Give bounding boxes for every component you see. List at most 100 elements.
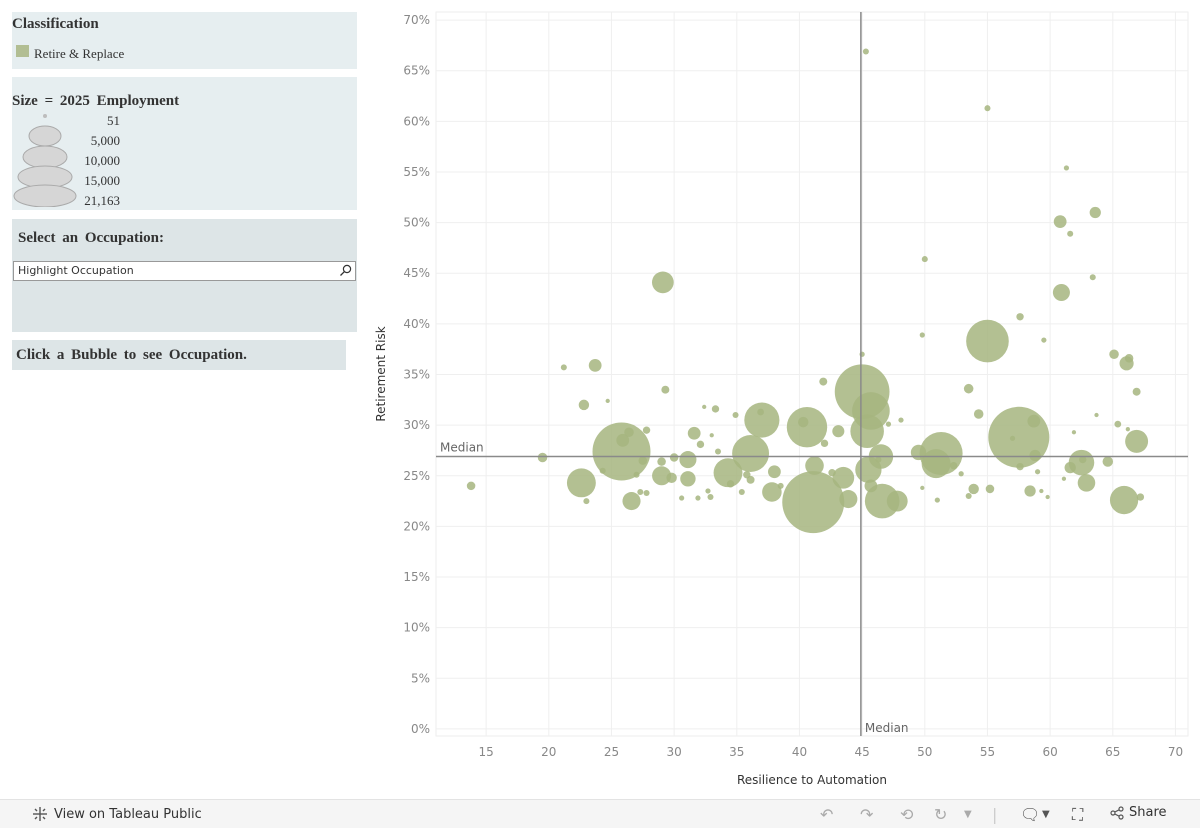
- data-bubble[interactable]: [1109, 349, 1119, 360]
- data-bubble[interactable]: [651, 271, 674, 294]
- data-bubble[interactable]: [1016, 313, 1024, 321]
- data-bubble[interactable]: [828, 469, 836, 477]
- data-bubble[interactable]: [984, 105, 991, 112]
- data-bubble[interactable]: [537, 452, 548, 463]
- undo-icon[interactable]: ↶: [820, 805, 834, 824]
- data-bubble[interactable]: [805, 456, 824, 475]
- data-bubble[interactable]: [885, 421, 892, 427]
- data-bubble[interactable]: [583, 498, 590, 505]
- data-bubble[interactable]: [578, 399, 590, 411]
- data-bubble[interactable]: [616, 433, 630, 447]
- data-bubble[interactable]: [657, 457, 666, 466]
- classification-label[interactable]: Retire & Replace: [34, 46, 125, 61]
- data-bubble[interactable]: [605, 398, 610, 403]
- data-bubble[interactable]: [1125, 427, 1130, 432]
- data-bubble[interactable]: [1077, 474, 1096, 492]
- data-bubble[interactable]: [832, 425, 845, 438]
- data-bubble[interactable]: [782, 471, 845, 534]
- occupation-search-placeholder[interactable]: Highlight Occupation: [18, 264, 134, 277]
- share-button[interactable]: Share: [1110, 805, 1167, 820]
- data-bubble[interactable]: [592, 422, 651, 481]
- data-bubble[interactable]: [820, 439, 829, 448]
- data-bubble[interactable]: [679, 495, 685, 501]
- data-bubble[interactable]: [958, 471, 964, 477]
- data-bubble[interactable]: [762, 482, 782, 502]
- data-bubble[interactable]: [910, 444, 927, 461]
- data-bubble[interactable]: [622, 492, 641, 511]
- view-on-tableau-link[interactable]: View on Tableau Public: [32, 806, 202, 822]
- data-bubble[interactable]: [973, 409, 984, 419]
- data-bubble[interactable]: [886, 490, 908, 512]
- data-bubble[interactable]: [1024, 485, 1036, 497]
- data-bubble[interactable]: [732, 435, 770, 472]
- data-bubble[interactable]: [864, 483, 900, 519]
- data-bubble[interactable]: [669, 453, 679, 462]
- data-bubble[interactable]: [862, 48, 869, 55]
- view-on-tableau-label[interactable]: View on Tableau Public: [54, 806, 202, 822]
- data-bubble[interactable]: [898, 417, 904, 423]
- data-bubble[interactable]: [713, 458, 743, 488]
- data-bubble[interactable]: [1124, 354, 1134, 363]
- data-bubble[interactable]: [705, 488, 711, 494]
- data-bubble[interactable]: [1102, 456, 1114, 467]
- data-bubble[interactable]: [666, 472, 677, 484]
- data-bubble[interactable]: [839, 490, 858, 509]
- data-bubble[interactable]: [988, 406, 1050, 468]
- data-bubble[interactable]: [679, 451, 697, 469]
- data-bubble[interactable]: [1027, 414, 1041, 428]
- classification-swatch[interactable]: [16, 45, 29, 57]
- data-bubble[interactable]: [768, 465, 781, 479]
- occupation-search-input[interactable]: Highlight Occupation: [13, 261, 356, 281]
- data-bubble[interactable]: [875, 456, 882, 463]
- refresh-icon[interactable]: ↻: [934, 805, 948, 824]
- data-bubble[interactable]: [864, 479, 878, 493]
- data-bubble[interactable]: [638, 456, 648, 465]
- data-bubble[interactable]: [695, 495, 701, 501]
- data-bubble[interactable]: [738, 488, 745, 495]
- data-bubble[interactable]: [1132, 387, 1141, 396]
- data-bubble[interactable]: [637, 488, 644, 495]
- data-bubble[interactable]: [1045, 494, 1050, 500]
- share-label[interactable]: Share: [1129, 805, 1167, 820]
- data-bubble[interactable]: [1114, 420, 1122, 428]
- data-bubble[interactable]: [1067, 230, 1074, 237]
- data-bubble[interactable]: [777, 482, 784, 489]
- data-bubble[interactable]: [919, 332, 925, 338]
- fullscreen-icon[interactable]: ⛶: [1072, 805, 1084, 824]
- data-bubble[interactable]: [643, 489, 650, 496]
- data-bubble[interactable]: [1071, 430, 1077, 435]
- data-bubble[interactable]: [1039, 488, 1044, 494]
- data-bubble[interactable]: [633, 471, 640, 478]
- data-bubble[interactable]: [743, 471, 751, 479]
- data-bubble[interactable]: [1009, 435, 1016, 441]
- data-bubble[interactable]: [786, 406, 828, 448]
- data-bubble[interactable]: [850, 414, 884, 448]
- data-bubble[interactable]: [1029, 449, 1041, 462]
- data-bubble[interactable]: [702, 404, 707, 410]
- chevron-down-icon[interactable]: ▼: [964, 809, 972, 820]
- data-bubble[interactable]: [1053, 215, 1067, 228]
- data-bubble[interactable]: [711, 405, 720, 413]
- data-bubble[interactable]: [1125, 429, 1149, 453]
- data-bubble[interactable]: [652, 466, 672, 486]
- data-bubble[interactable]: [1109, 485, 1139, 515]
- data-bubble[interactable]: [963, 383, 974, 394]
- data-bubble[interactable]: [1041, 337, 1047, 343]
- data-bubble[interactable]: [714, 448, 722, 455]
- data-bubble[interactable]: [1052, 283, 1070, 302]
- data-bubble[interactable]: [832, 466, 855, 489]
- data-bubble[interactable]: [1136, 493, 1145, 501]
- data-bubble[interactable]: [642, 426, 651, 434]
- revert-icon[interactable]: ⟲: [900, 805, 914, 824]
- data-bubble[interactable]: [949, 461, 958, 470]
- data-bubble[interactable]: [819, 377, 828, 386]
- comment-icon[interactable]: 🗨: [1020, 805, 1041, 824]
- data-bubble[interactable]: [624, 427, 634, 437]
- data-bubble[interactable]: [588, 359, 602, 372]
- data-bubble[interactable]: [709, 433, 714, 438]
- data-bubble[interactable]: [726, 480, 735, 488]
- data-bubble[interactable]: [1063, 165, 1070, 171]
- data-bubble[interactable]: [744, 402, 780, 438]
- data-bubble[interactable]: [920, 485, 925, 491]
- data-bubble[interactable]: [466, 481, 476, 491]
